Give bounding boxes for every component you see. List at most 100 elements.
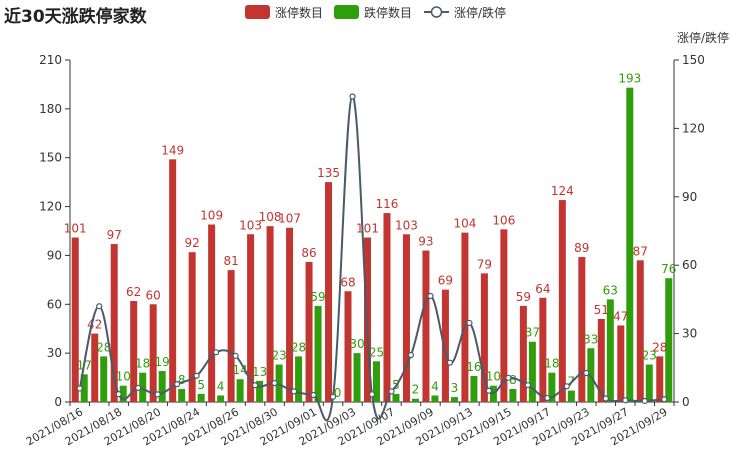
bar-up-29 — [636, 260, 644, 402]
bar-down-label-7: 4 — [217, 379, 225, 393]
bar-up-label-20: 104 — [453, 217, 476, 231]
bar-up-label-8: 81 — [223, 254, 238, 268]
ratio-point-3 — [135, 384, 142, 391]
bar-down-label-13: 0 — [334, 386, 342, 400]
bar-down-label-24: 18 — [544, 357, 559, 371]
ratio-point-19 — [446, 359, 454, 366]
bar-up-18 — [422, 250, 430, 402]
bar-down-label-15: 25 — [369, 345, 384, 359]
bar-up-17 — [402, 234, 410, 402]
bar-up-label-27: 51 — [594, 303, 609, 317]
bar-down-17 — [411, 398, 419, 402]
ratio-point-15 — [368, 391, 376, 398]
bar-up-label-11: 107 — [278, 212, 301, 226]
bar-down-label-14: 30 — [349, 337, 364, 351]
left-tick-label-7: 210 — [39, 53, 62, 67]
legend-swatch-1 — [334, 5, 359, 19]
bar-down-22 — [509, 388, 517, 402]
bar-up-label-21: 79 — [477, 257, 492, 271]
bar-down-label-29: 23 — [642, 349, 657, 363]
bar-up-label-3: 62 — [126, 285, 141, 299]
bar-up-label-5: 149 — [161, 143, 184, 157]
bar-down-26 — [587, 348, 595, 402]
bar-up-3 — [130, 301, 138, 402]
bar-down-label-18: 4 — [431, 379, 439, 393]
bar-down-3 — [139, 372, 147, 402]
bar-up-22 — [500, 229, 508, 402]
ratio-point-2 — [115, 391, 122, 398]
bar-up-24 — [539, 297, 547, 402]
bar-down-label-12: 59 — [310, 290, 325, 304]
bar-up-10 — [266, 226, 274, 402]
bar-down-label-22: 8 — [509, 373, 517, 387]
bar-down-label-20: 16 — [466, 360, 481, 374]
ratio-point-27 — [602, 395, 609, 402]
bar-up-5 — [169, 159, 177, 402]
left-tick-label-6: 180 — [39, 102, 62, 116]
bar-down-label-23: 37 — [525, 326, 540, 340]
bar-down-25 — [567, 390, 575, 402]
bar-down-8 — [236, 379, 244, 402]
ratio-point-1 — [96, 303, 103, 310]
left-tick-label-3: 90 — [47, 248, 62, 262]
bar-up-label-19: 69 — [438, 274, 453, 288]
bar-up-26 — [578, 257, 586, 402]
legend-marker-2 — [430, 6, 443, 18]
legend-label-0: 涨停数目 — [275, 5, 323, 20]
left-tick-label-5: 150 — [39, 151, 62, 165]
bar-up-23 — [519, 305, 527, 402]
bar-up-28 — [617, 325, 625, 402]
ratio-point-23 — [524, 382, 531, 389]
bar-down-label-1: 28 — [96, 340, 111, 354]
bar-down-label-6: 5 — [197, 378, 205, 392]
bar-down-5 — [178, 388, 186, 402]
bar-up-21 — [480, 273, 488, 402]
bar-up-30 — [656, 356, 664, 402]
bar-down-label-19: 3 — [451, 381, 459, 395]
ratio-point-0 — [76, 385, 83, 392]
ratio-point-14 — [349, 93, 356, 100]
ratio-point-30 — [661, 396, 668, 403]
right-axis-title: 涨停/跌停 — [677, 30, 729, 45]
ratio-point-24 — [544, 394, 551, 402]
bar-down-label-3: 18 — [135, 357, 150, 371]
bar-up-label-26: 89 — [574, 241, 589, 255]
ratio-point-5 — [174, 381, 181, 388]
bar-up-14 — [344, 291, 352, 402]
ratio-point-16 — [388, 388, 395, 395]
bar-down-16 — [392, 393, 400, 402]
right-tick-label-2: 60 — [682, 258, 697, 272]
bar-down-27 — [606, 299, 614, 402]
bar-up-27 — [597, 318, 605, 402]
bar-up-19 — [441, 289, 449, 402]
bar-up-0 — [71, 237, 79, 402]
bar-down-7 — [217, 395, 225, 402]
left-tick-label-2: 60 — [47, 297, 62, 311]
bar-down-label-17: 2 — [412, 383, 420, 397]
bar-up-label-6: 92 — [185, 236, 200, 250]
bar-up-12 — [305, 261, 313, 402]
ratio-point-13 — [329, 393, 337, 400]
bar-up-label-13: 135 — [317, 166, 340, 180]
ratio-point-9 — [251, 382, 259, 389]
left-tick-label-1: 30 — [47, 346, 62, 360]
ratio-point-17 — [407, 351, 415, 359]
bar-down-14 — [353, 353, 361, 402]
right-tick-label-1: 30 — [682, 327, 697, 341]
bar-down-15 — [373, 361, 380, 402]
ratio-point-6 — [193, 372, 200, 379]
bar-down-label-11: 28 — [291, 340, 306, 354]
bar-down-label-30: 76 — [661, 262, 676, 276]
bar-up-label-24: 64 — [535, 282, 550, 296]
ratio-point-20 — [466, 319, 473, 327]
bar-down-6 — [197, 393, 205, 402]
bar-up-label-1: 42 — [87, 318, 102, 332]
bar-up-label-12: 86 — [301, 246, 316, 260]
bar-down-label-5: 8 — [178, 373, 186, 387]
bar-down-18 — [431, 395, 439, 402]
ratio-point-8 — [232, 352, 239, 359]
bar-up-label-9: 103 — [239, 218, 262, 232]
bar-up-1 — [91, 333, 99, 402]
bar-down-9 — [256, 380, 264, 402]
bar-up-2 — [110, 244, 118, 402]
